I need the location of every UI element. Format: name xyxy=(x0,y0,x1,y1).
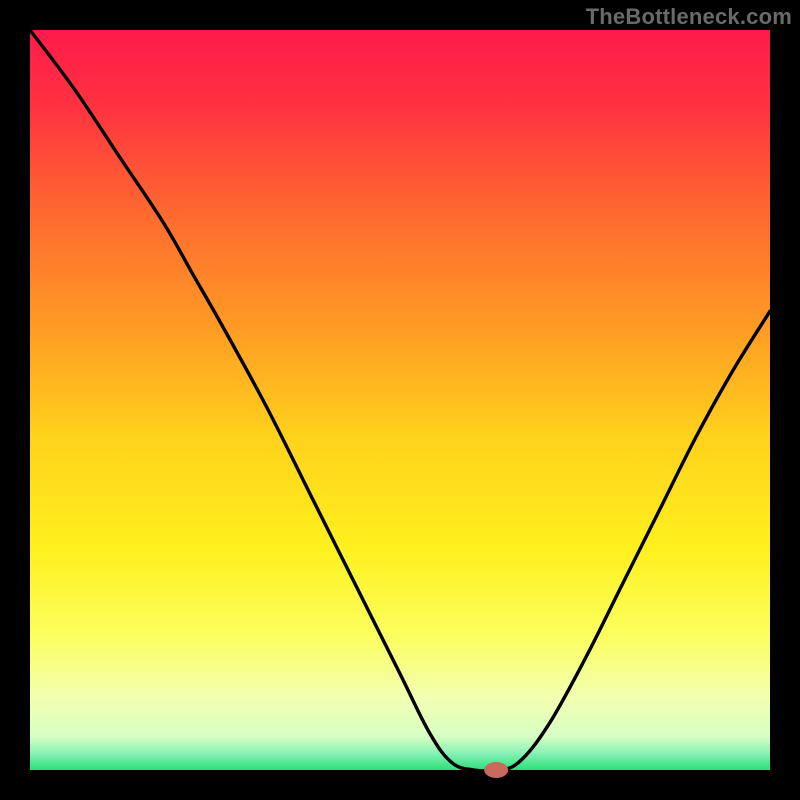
chart-frame: { "watermark": { "text": "TheBottleneck.… xyxy=(0,0,800,800)
gradient-background xyxy=(30,30,770,770)
watermark-text: TheBottleneck.com xyxy=(586,4,792,30)
bottleneck-chart xyxy=(0,0,800,800)
optimal-marker xyxy=(484,762,508,778)
